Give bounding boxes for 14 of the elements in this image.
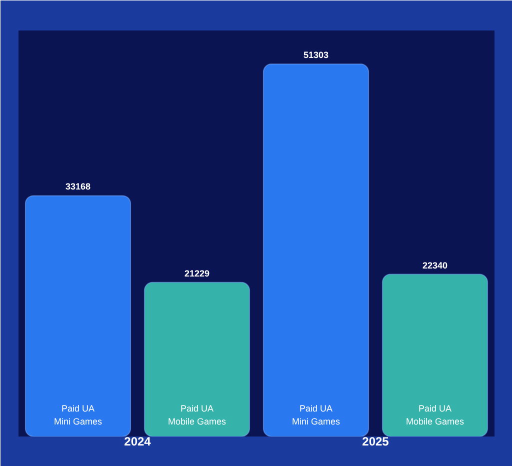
data-label: 33168 — [65, 182, 91, 192]
series-label: Paid UA Mobile Games — [168, 404, 227, 426]
bar — [144, 282, 250, 436]
text: Paid UA Mobile Games — [406, 404, 464, 426]
data-label: 51303 — [303, 50, 329, 60]
text: Paid UA Mini Games — [292, 404, 340, 426]
data-label: 22340 — [422, 260, 448, 270]
x-tick-label: 2025 — [362, 434, 390, 448]
bar — [24, 195, 132, 436]
bar — [382, 274, 488, 436]
bar — [262, 64, 370, 436]
series-label: Paid UA Mini Games — [54, 404, 103, 426]
x-tick-label: 2024 — [124, 434, 152, 448]
data-label: 21229 — [184, 268, 210, 278]
